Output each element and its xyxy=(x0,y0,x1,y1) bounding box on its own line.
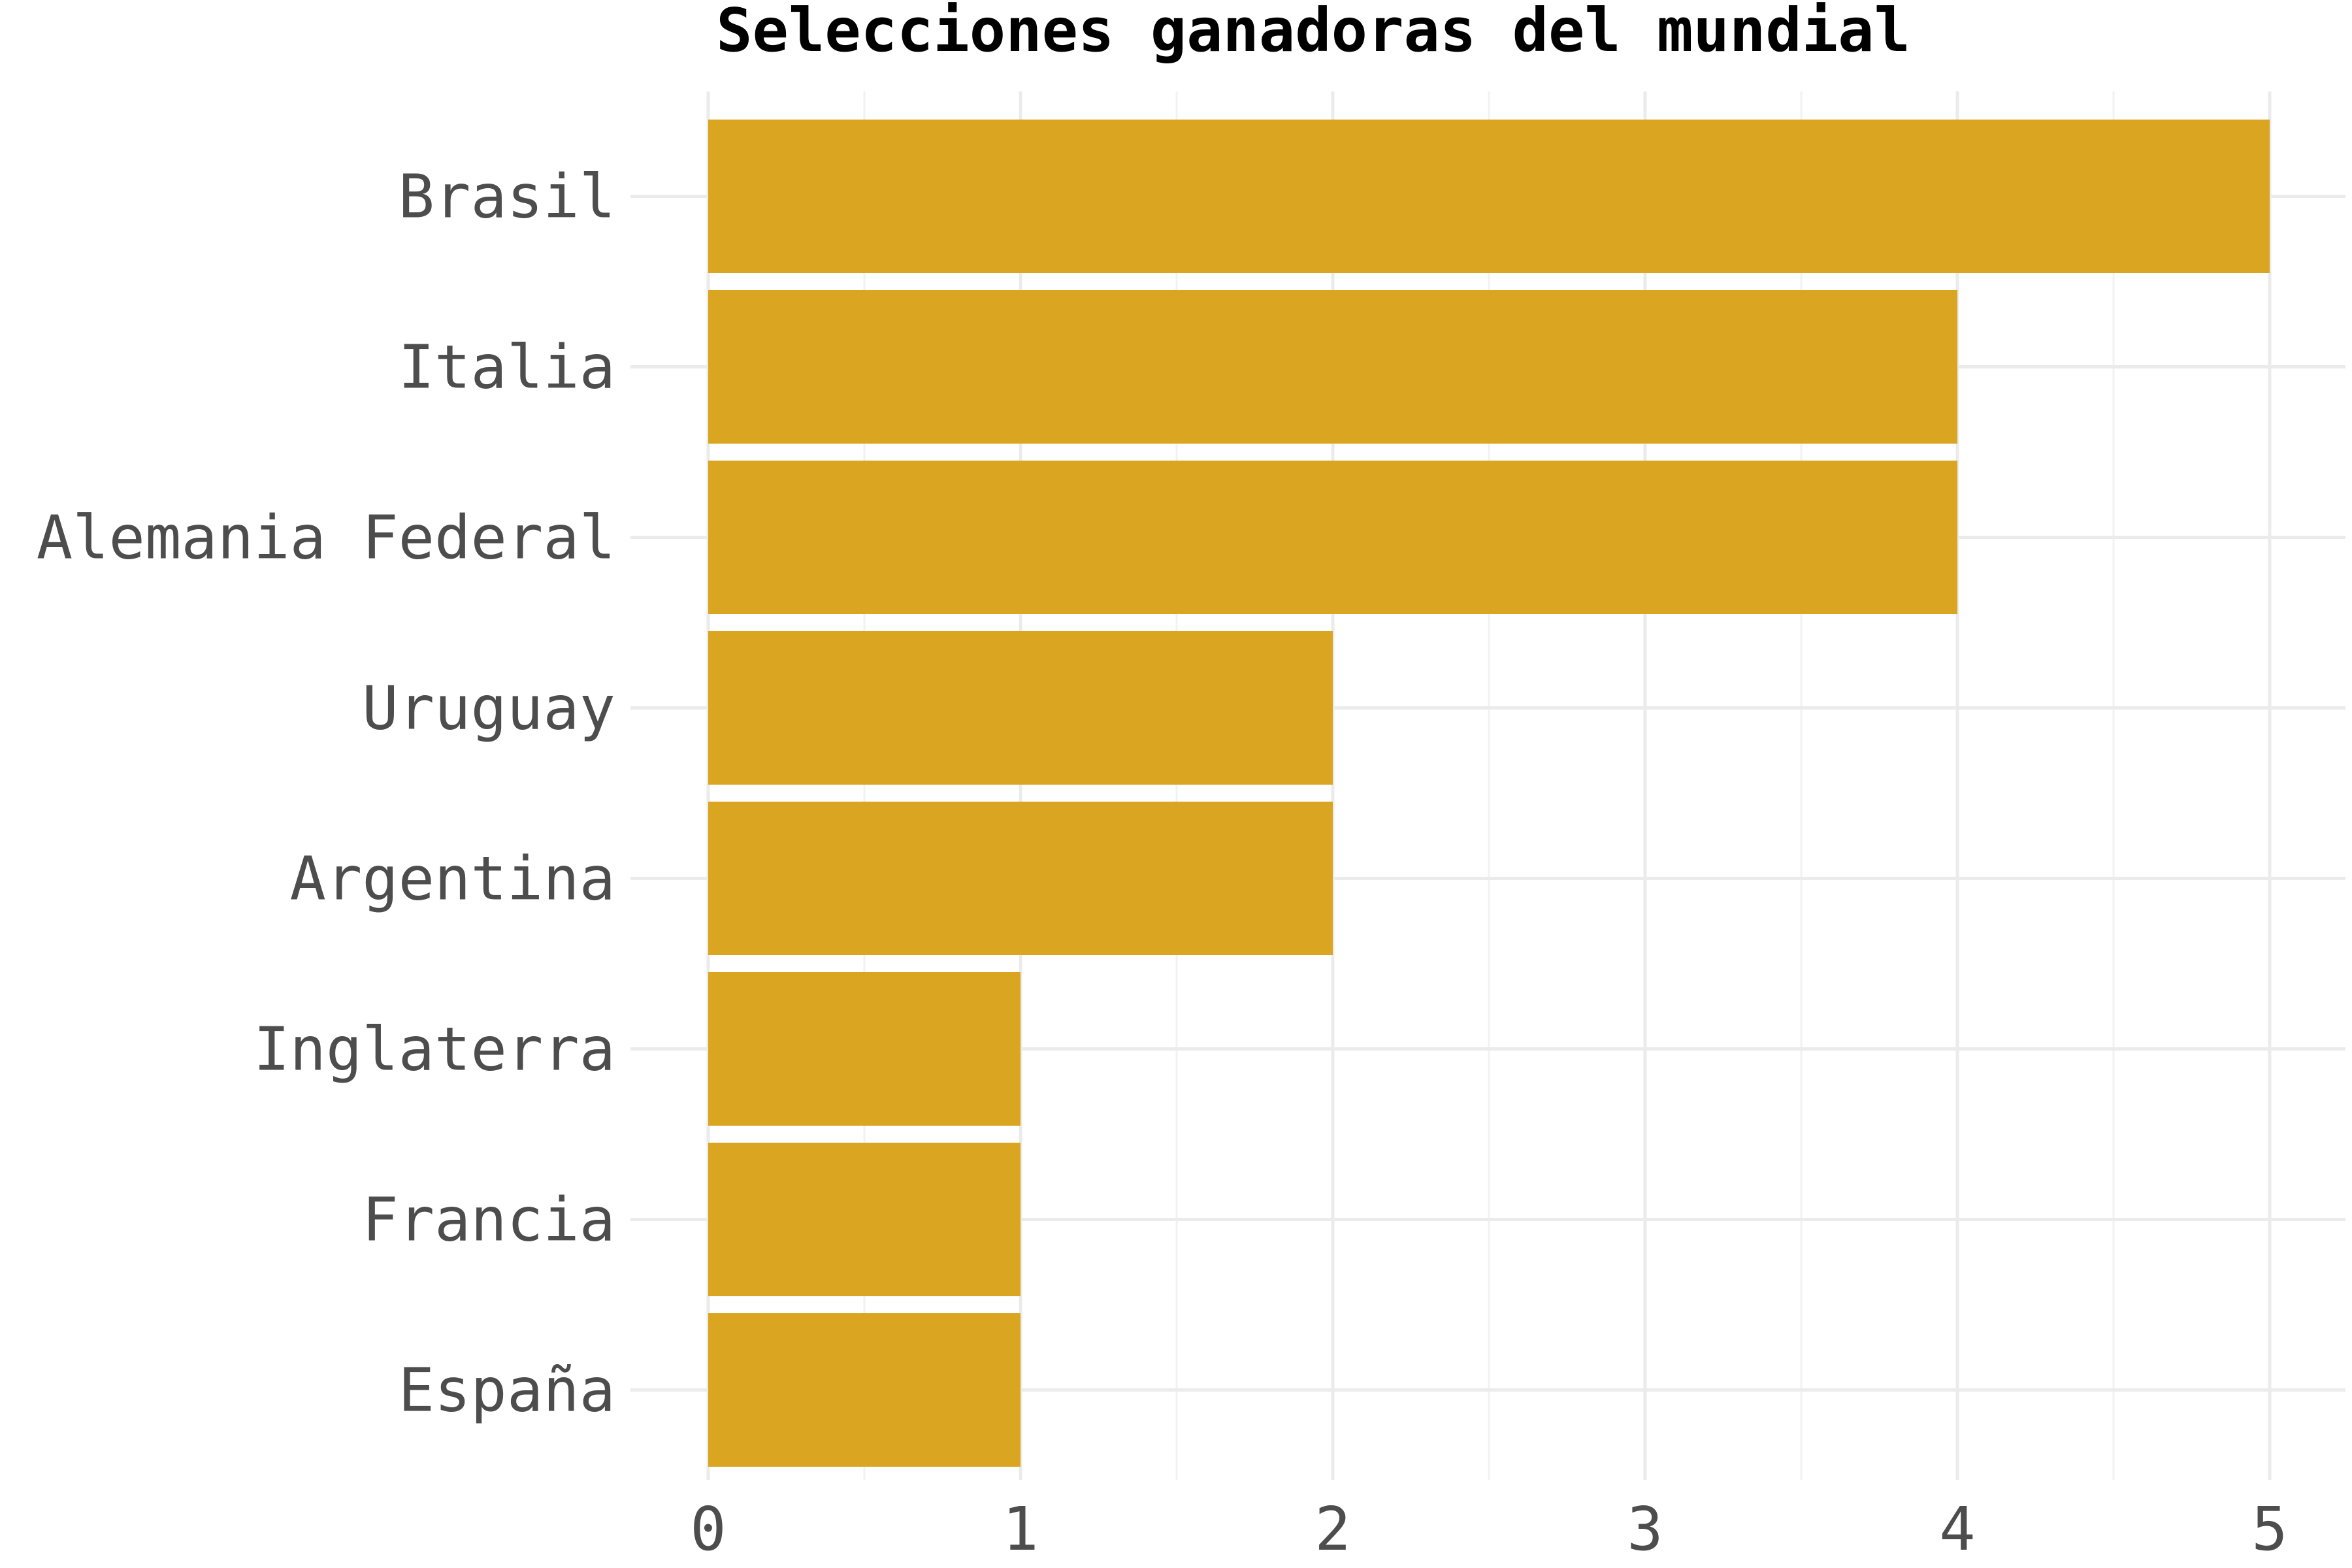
bar-argentina xyxy=(708,802,1333,955)
category-label: España xyxy=(399,1356,615,1426)
category-axis: Brasil Italia Alemania Federal Uruguay Argen… xyxy=(37,162,615,1426)
category-label: Italia xyxy=(399,333,615,402)
category-label: Francia xyxy=(362,1185,615,1255)
x-tick-label: 0 xyxy=(690,1494,726,1564)
x-tick-label: 3 xyxy=(1627,1494,1663,1564)
bars xyxy=(708,120,2270,1467)
bar-uruguay xyxy=(708,631,1333,785)
category-label: Inglaterra xyxy=(253,1015,615,1085)
category-label: Alemania Federal xyxy=(37,503,615,573)
x-tick-label: 4 xyxy=(1939,1494,1975,1564)
bar-alemania-federal xyxy=(708,461,1957,614)
x-tick-label: 1 xyxy=(1002,1494,1038,1564)
value-axis: 0 1 2 3 4 5 xyxy=(690,1494,2287,1564)
x-tick-label: 2 xyxy=(1315,1494,1350,1564)
bar-italia xyxy=(708,290,1957,444)
category-label: Uruguay xyxy=(362,674,615,743)
bar-francia xyxy=(708,1143,1021,1296)
x-tick-label: 5 xyxy=(2251,1494,2287,1564)
bar-inglaterra xyxy=(708,972,1021,1126)
chart-title: Selecciones ganadoras del mundial xyxy=(716,0,1910,65)
category-label: Brasil xyxy=(399,162,615,232)
bar-españa xyxy=(708,1313,1021,1467)
category-label: Argentina xyxy=(290,844,616,914)
bar-brasil xyxy=(708,120,2270,273)
